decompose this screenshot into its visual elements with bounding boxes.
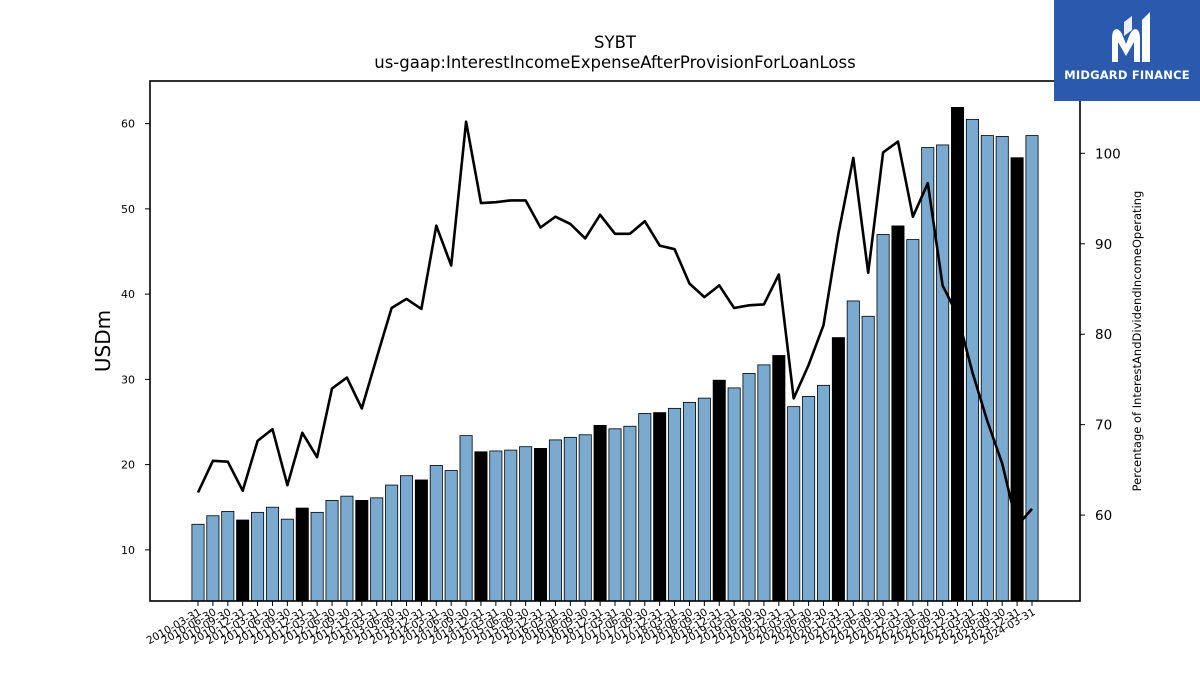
bar xyxy=(429,465,443,602)
bar xyxy=(951,107,965,602)
bar xyxy=(936,144,950,602)
y2-tick-label: 100 xyxy=(1095,146,1121,162)
bar xyxy=(265,506,279,602)
bar xyxy=(876,234,890,602)
bar xyxy=(310,511,324,602)
bar xyxy=(980,135,994,602)
bar xyxy=(995,136,1009,602)
y2-tick-label: 60 xyxy=(1095,508,1112,524)
bar xyxy=(682,401,696,602)
chart-subtitle: us-gaap:InterestIncomeExpenseAfterProvis… xyxy=(374,53,855,72)
percentage-line-layer xyxy=(196,120,1033,528)
chart-title: SYBT xyxy=(594,33,637,52)
bar xyxy=(891,225,905,602)
y-axis-left: 10 20 30 40 50 60 xyxy=(121,118,150,557)
bar xyxy=(355,500,369,602)
y-axis-label: USDm xyxy=(91,310,115,372)
bar xyxy=(474,451,488,602)
bar xyxy=(787,406,801,602)
percentage-line xyxy=(196,120,1033,528)
y-tick-label: 40 xyxy=(121,288,135,301)
y2-tick-label: 90 xyxy=(1095,237,1112,253)
bar xyxy=(831,337,845,602)
bar xyxy=(846,300,860,602)
bar xyxy=(816,384,831,602)
bar xyxy=(534,448,548,602)
y2-tick-label: 80 xyxy=(1095,327,1112,343)
y-tick-label: 10 xyxy=(121,544,135,557)
x-axis: 2010-03-312010-06-302010-09-302010-12-31… xyxy=(145,601,1038,647)
bar xyxy=(802,396,816,602)
brand-logo: MIDGARD FINANCE xyxy=(1054,0,1200,101)
bar xyxy=(206,515,220,602)
bar xyxy=(221,511,235,602)
bar xyxy=(668,407,682,602)
bar xyxy=(712,379,726,602)
bar xyxy=(653,412,667,602)
y-axis-right: 60 70 80 90 100 xyxy=(1080,146,1121,524)
bar xyxy=(861,315,875,602)
bar xyxy=(414,479,428,602)
bar xyxy=(325,500,339,602)
bar xyxy=(370,497,384,602)
brand-name: MIDGARD FINANCE xyxy=(1064,68,1190,82)
bar xyxy=(295,507,309,602)
y-tick-label: 60 xyxy=(121,118,135,131)
bar xyxy=(504,449,518,602)
bar xyxy=(548,439,562,602)
bar xyxy=(385,484,399,602)
bar xyxy=(459,435,473,602)
bar xyxy=(489,450,503,602)
bar xyxy=(191,523,205,602)
bar xyxy=(236,519,250,602)
y2-axis-label: Percentage of InterestAndDividendIncomeO… xyxy=(1130,191,1144,492)
y-tick-label: 30 xyxy=(121,373,135,386)
bar xyxy=(519,446,533,602)
midgard-logo-icon xyxy=(1112,12,1150,62)
bar xyxy=(757,364,771,602)
bar xyxy=(399,475,414,602)
bar xyxy=(340,495,354,602)
bar xyxy=(593,424,607,602)
y-tick-label: 50 xyxy=(121,203,135,216)
bar xyxy=(1025,135,1039,602)
bar xyxy=(563,436,577,602)
bars xyxy=(191,107,1039,602)
bar xyxy=(727,387,741,602)
bar xyxy=(280,518,294,602)
bar xyxy=(578,434,592,602)
y2-tick-label: 70 xyxy=(1095,418,1112,434)
bar xyxy=(608,428,622,602)
bar xyxy=(772,355,786,602)
bar xyxy=(638,413,652,602)
bar xyxy=(906,239,920,602)
y-tick-label: 20 xyxy=(121,459,135,472)
bar xyxy=(697,397,711,602)
bar xyxy=(623,425,637,602)
bar xyxy=(1010,157,1024,602)
bar xyxy=(742,372,756,602)
bar xyxy=(444,470,458,602)
bar xyxy=(251,511,265,602)
